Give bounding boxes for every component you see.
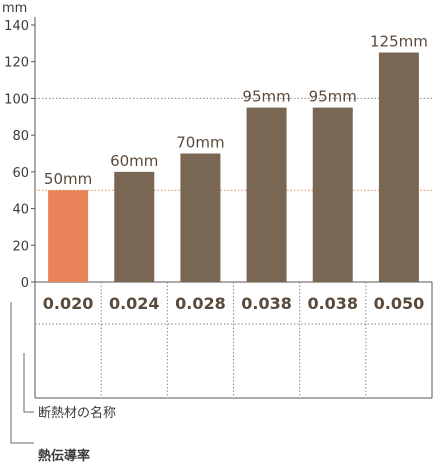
data-table: 0.020 0.024 0.028 0.038 0.038 0.050 xyxy=(34,282,433,399)
bar-data-label: 70mm xyxy=(176,134,224,152)
legend-conductivity-label: 熱伝導率 xyxy=(38,448,90,464)
conductivity-value: 0.050 xyxy=(374,294,425,313)
y-tick-label: 40 xyxy=(12,203,29,218)
row-legend: 断熱材の名称 熱伝導率 xyxy=(10,302,116,464)
y-tick-label: 100 xyxy=(4,92,29,107)
y-axis-unit: mm xyxy=(2,1,27,16)
y-axis-ticks: 0 20 40 60 80 100 120 140 xyxy=(4,17,432,291)
bar-data-label: 95mm xyxy=(242,88,290,106)
bar xyxy=(312,107,353,282)
legend-bracket-name xyxy=(23,353,34,413)
legend-bracket-conductivity xyxy=(10,302,34,444)
legend-name-label: 断熱材の名称 xyxy=(38,405,116,421)
y-tick-label: 120 xyxy=(4,56,29,71)
conductivity-value: 0.038 xyxy=(241,294,292,313)
conductivity-value: 0.020 xyxy=(43,294,94,313)
bar xyxy=(378,52,419,283)
y-tick-label: 20 xyxy=(12,239,29,254)
y-tick-label: 0 xyxy=(21,276,29,291)
bar xyxy=(114,171,155,282)
conductivity-value: 0.028 xyxy=(175,294,226,313)
bar-data-label: 125mm xyxy=(370,33,428,51)
bar xyxy=(180,153,221,282)
bars: 50mm 60mm 70mm 95mm 95mm 125mm xyxy=(44,33,428,283)
reference-lines xyxy=(35,97,432,191)
bar-data-label: 50mm xyxy=(44,170,92,188)
bar xyxy=(48,190,89,282)
y-tick-label: 140 xyxy=(4,19,29,34)
bar-data-label: 95mm xyxy=(309,88,357,106)
y-tick-label: 80 xyxy=(12,129,29,144)
bar-data-label: 60mm xyxy=(110,152,158,170)
conductivity-value: 0.024 xyxy=(109,294,160,313)
y-tick-label: 60 xyxy=(12,166,29,181)
conductivity-value: 0.038 xyxy=(307,294,358,313)
bar xyxy=(246,107,287,282)
